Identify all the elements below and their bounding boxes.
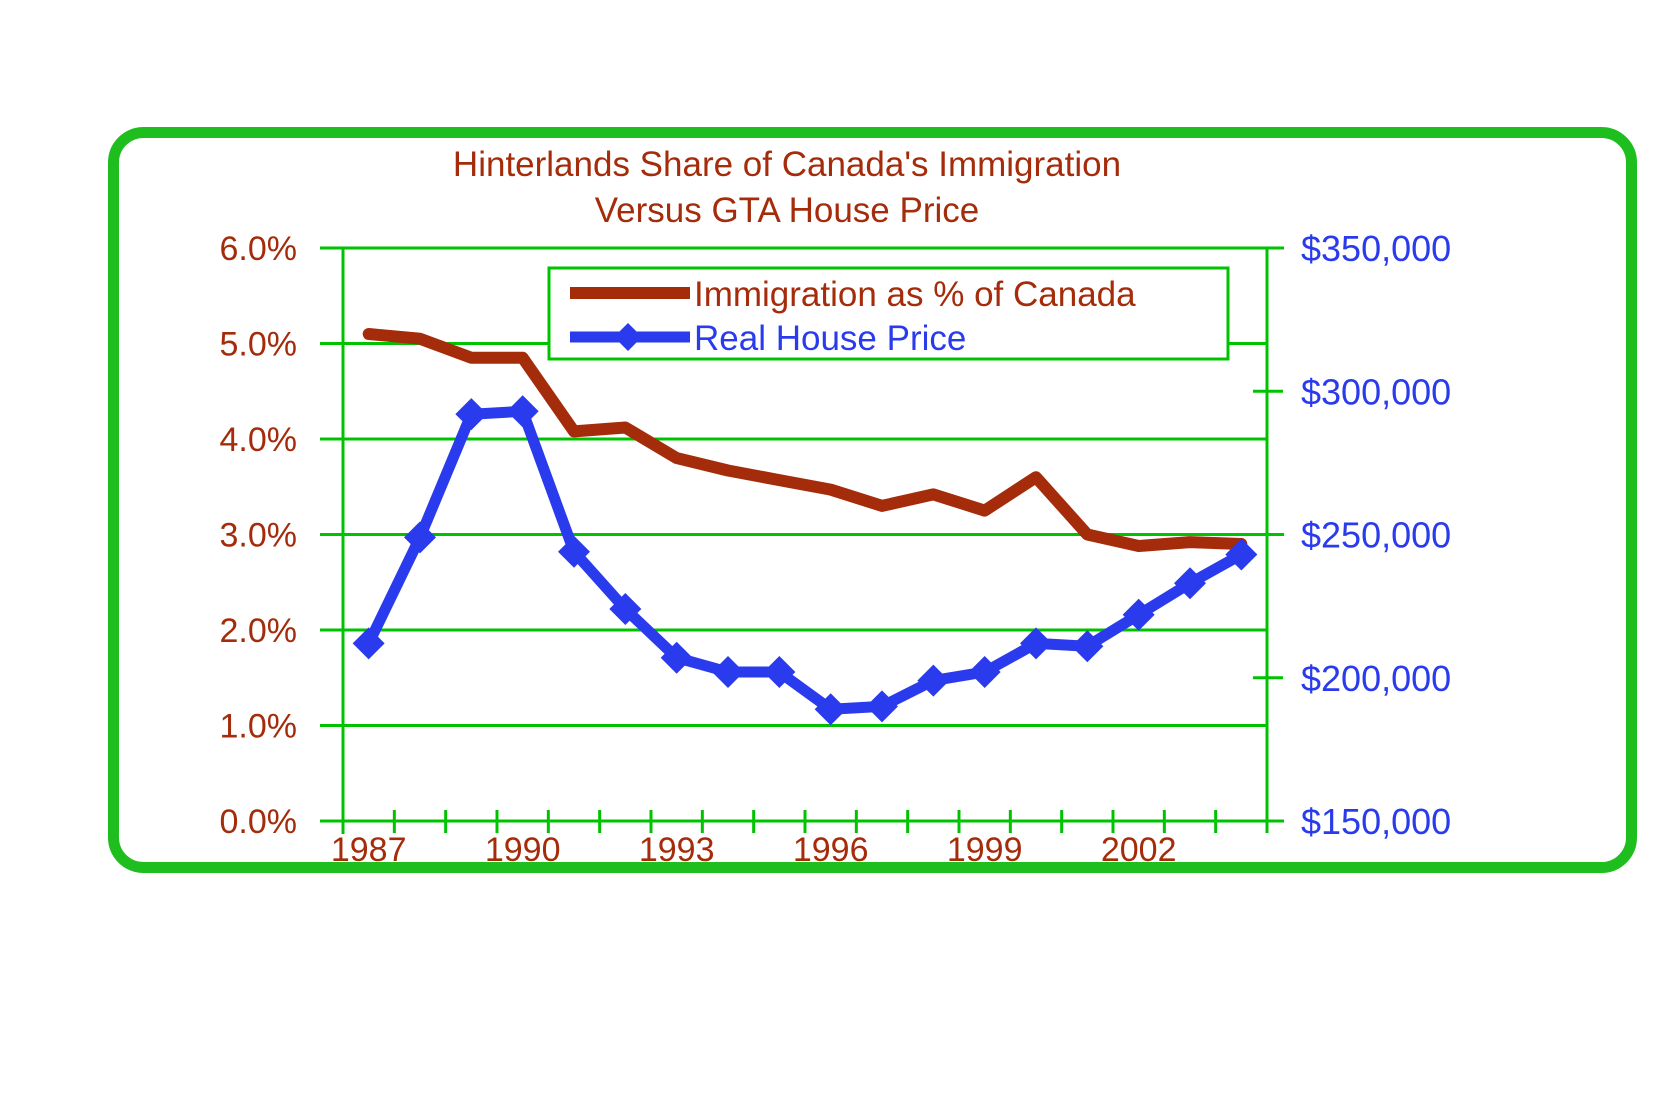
y-right-label-200000: $200,000: [1301, 658, 1451, 699]
y-left-label-4.0%: 4.0%: [220, 421, 298, 459]
house-price-marker-1988: [404, 521, 436, 554]
house-price-marker-1992: [609, 592, 642, 625]
y-right-label-300000: $300,000: [1301, 371, 1451, 412]
house-price-marker-1993: [660, 641, 693, 674]
house-price-marker-1997: [866, 690, 898, 723]
axis-ticks-layer: [320, 246, 1284, 834]
house-price-marker-2001: [1071, 630, 1104, 663]
x-label-1990: 1990: [485, 831, 561, 869]
x-label-1999: 1999: [947, 831, 1023, 869]
y-right-label-250000: $250,000: [1301, 515, 1451, 556]
house-price-marker-1987: [352, 627, 385, 660]
chart-title-line1: Hinterlands Share of Canada's Immigratio…: [453, 145, 1121, 184]
chart-frame-border: [108, 127, 1637, 873]
legend: Immigration as % of Canada Real House Pr…: [547, 266, 1230, 361]
x-label-1993: 1993: [639, 831, 715, 869]
y-left-label-3.0%: 3.0%: [220, 517, 298, 555]
y-left-label-1.0%: 1.0%: [220, 708, 298, 746]
tick-labels-layer: 6.0% 5.0% 4.0% 3.0% 2.0% 1.0% 0.0% $350,000 $300…: [220, 228, 1452, 869]
x-label-2002: 2002: [1101, 831, 1177, 869]
x-label-1996: 1996: [793, 831, 869, 869]
y-left-label-5.0%: 5.0%: [220, 326, 298, 364]
house-price-marker-1999: [968, 656, 1001, 689]
house-price-marker-2002: [1122, 598, 1155, 631]
legend-house-price-label: Real House Price: [694, 319, 966, 358]
house-price-marker-2000: [1020, 627, 1052, 660]
legend-house-price-diamond-icon: [614, 323, 642, 351]
immigration-series-line: [362, 328, 1248, 552]
house-price-marker-1994: [712, 656, 744, 689]
house-price-marker-2003: [1174, 567, 1206, 600]
house-price-marker-1998: [917, 664, 950, 697]
house-price-marker-2004: [1225, 538, 1258, 571]
y-left-label-0.0%: 0.0%: [220, 803, 298, 841]
chart-title-line2: Versus GTA House Price: [595, 191, 980, 230]
house-price-marker-1995: [763, 656, 796, 689]
house-price-marker-1990: [506, 395, 539, 428]
x-label-1987: 1987: [331, 831, 407, 869]
legend-box: [547, 266, 1230, 361]
y-right-label-350000: $350,000: [1301, 228, 1451, 269]
house-price-marker-1989: [455, 398, 488, 431]
house-price-series-line: [363, 405, 1247, 715]
y-left-label-6.0%: 6.0%: [220, 230, 298, 268]
house-price-marker-1991: [558, 535, 590, 568]
y-left-label-2.0%: 2.0%: [220, 612, 298, 650]
legend-immigration-label: Immigration as % of Canada: [694, 275, 1136, 314]
house-price-marker-1996: [814, 693, 847, 726]
y-right-label-150000: $150,000: [1301, 801, 1451, 842]
series-layer: [352, 328, 1258, 726]
